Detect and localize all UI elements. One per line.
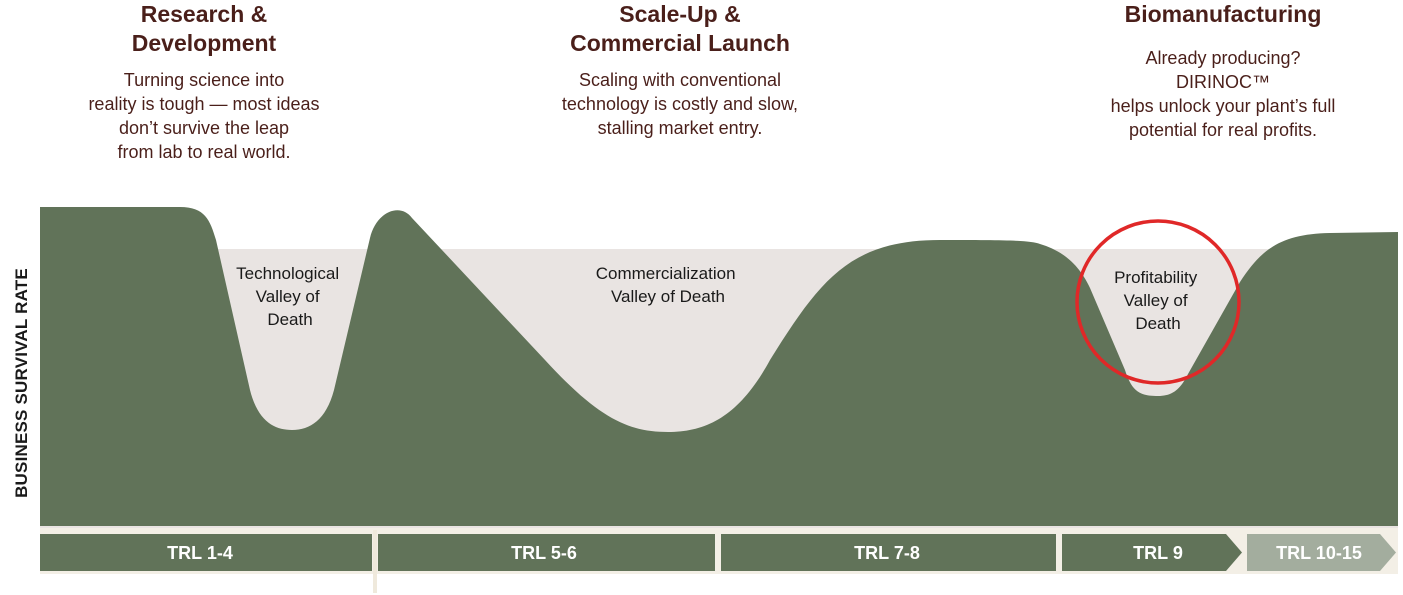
trl-stage-9 <box>1062 534 1242 571</box>
phase-description: Scaling with conventional technology is … <box>561 70 799 138</box>
highlight-circle <box>1075 219 1241 385</box>
phase-title: Biomanufacturing <box>1124 1 1322 27</box>
trl-label-5-6: TRL 5-6 <box>511 543 577 563</box>
phase-scale-up: Scale-Up & Commercial Launch Scaling wit… <box>520 0 840 140</box>
trl-stage-1-4 <box>40 534 372 571</box>
trl-label-10-15: TRL 10-15 <box>1276 543 1362 563</box>
valley-label-commercialization: Commercialization Valley of Death <box>596 264 741 306</box>
phase-description: Turning science into reality is tough — … <box>88 70 320 162</box>
trl-label-9: TRL 9 <box>1133 543 1183 563</box>
phase-title: Research & Development <box>131 1 277 56</box>
trl-stage-10-15 <box>1247 534 1396 571</box>
trl-label-7-8: TRL 7-8 <box>854 543 920 563</box>
trl-stage-5-6 <box>378 534 715 571</box>
valley-label-profitability: Profitability Valley of Death <box>1114 268 1202 333</box>
valley-label-technological: Technological Valley of Death <box>236 264 344 329</box>
phase-biomanufacturing: Biomanufacturing Already producing? DIRI… <box>1058 0 1388 142</box>
trl-label-1-4: TRL 1-4 <box>167 543 233 563</box>
phase-research-development: Research & Development Turning science i… <box>54 0 354 164</box>
phase-description: Already producing? DIRINOC™ helps unlock… <box>1110 48 1336 140</box>
trl-stage-7-8 <box>721 534 1056 571</box>
phase-title: Scale-Up & Commercial Launch <box>570 1 790 56</box>
survival-curve <box>40 207 1398 526</box>
